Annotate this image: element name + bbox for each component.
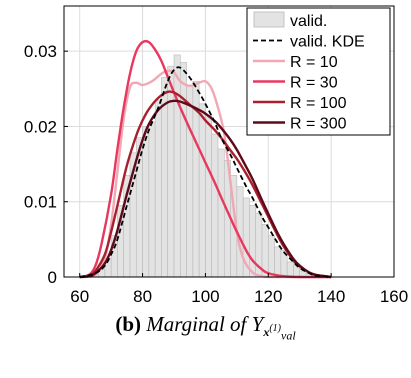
histogram-bar	[217, 148, 225, 278]
histogram-bar	[249, 205, 257, 278]
histogram-bar	[211, 133, 219, 278]
legend-label: R = 300	[290, 116, 347, 133]
histogram-bar	[179, 62, 187, 278]
caption-subscript-vector: x	[263, 325, 270, 340]
histogram-bar	[293, 265, 301, 278]
histogram-bar	[142, 126, 150, 278]
legend-swatch-valid	[253, 11, 285, 28]
series-layer	[79, 39, 332, 279]
legend: valid. valid. KDE R = 10 R = 30 R = 100 R = 3…	[246, 7, 391, 136]
figure-caption: (b) Marginal of Yx(1)val	[0, 312, 411, 344]
x-tick-label: 160	[380, 287, 408, 306]
x-tick-label: 140	[317, 287, 345, 306]
plot-frame	[63, 5, 395, 278]
histogram-bar	[154, 99, 162, 278]
histogram-bar	[267, 235, 275, 278]
legend-box	[246, 7, 391, 136]
series-line-r-300	[79, 99, 332, 279]
axis-layer: 60 80 100 120 140 160 0 0.01 0.02 0.03	[24, 42, 408, 306]
histogram-bar	[198, 103, 206, 278]
caption-subscript-sup: (1)	[269, 323, 281, 335]
series-line-valid-kde	[79, 66, 332, 278]
y-tick-label: 0.03	[24, 42, 57, 61]
caption-subscript-sub: val	[281, 328, 296, 343]
histogram-bar	[173, 54, 181, 278]
x-tick-label: 100	[191, 287, 219, 306]
x-tick-label: 60	[70, 287, 89, 306]
legend-label: R = 10	[290, 54, 338, 71]
x-tick-label: 80	[133, 287, 152, 306]
y-tick-label: 0.01	[24, 193, 57, 212]
histogram-bar	[148, 122, 156, 278]
histogram-bar	[286, 261, 294, 278]
caption-variable: Y	[251, 312, 264, 336]
histogram-bar	[167, 65, 175, 278]
histogram-bar	[205, 114, 213, 278]
y-tick-label: 0.02	[24, 117, 57, 136]
legend-label: valid.	[290, 13, 327, 30]
legend-label: R = 100	[290, 95, 347, 112]
caption-subscript: x(1)val	[263, 323, 295, 342]
x-tick-label: 120	[254, 287, 282, 306]
series-line-r-30	[79, 39, 332, 279]
series-line-r-10	[79, 69, 332, 279]
histogram-bar	[186, 84, 194, 278]
legend-label: R = 30	[290, 75, 338, 92]
legend-label: valid. KDE	[290, 34, 365, 51]
y-tick-label: 0	[48, 268, 57, 287]
caption-panel-label: (b)	[115, 312, 141, 336]
caption-text: Marginal of	[146, 312, 247, 336]
histogram-bar	[274, 246, 282, 278]
